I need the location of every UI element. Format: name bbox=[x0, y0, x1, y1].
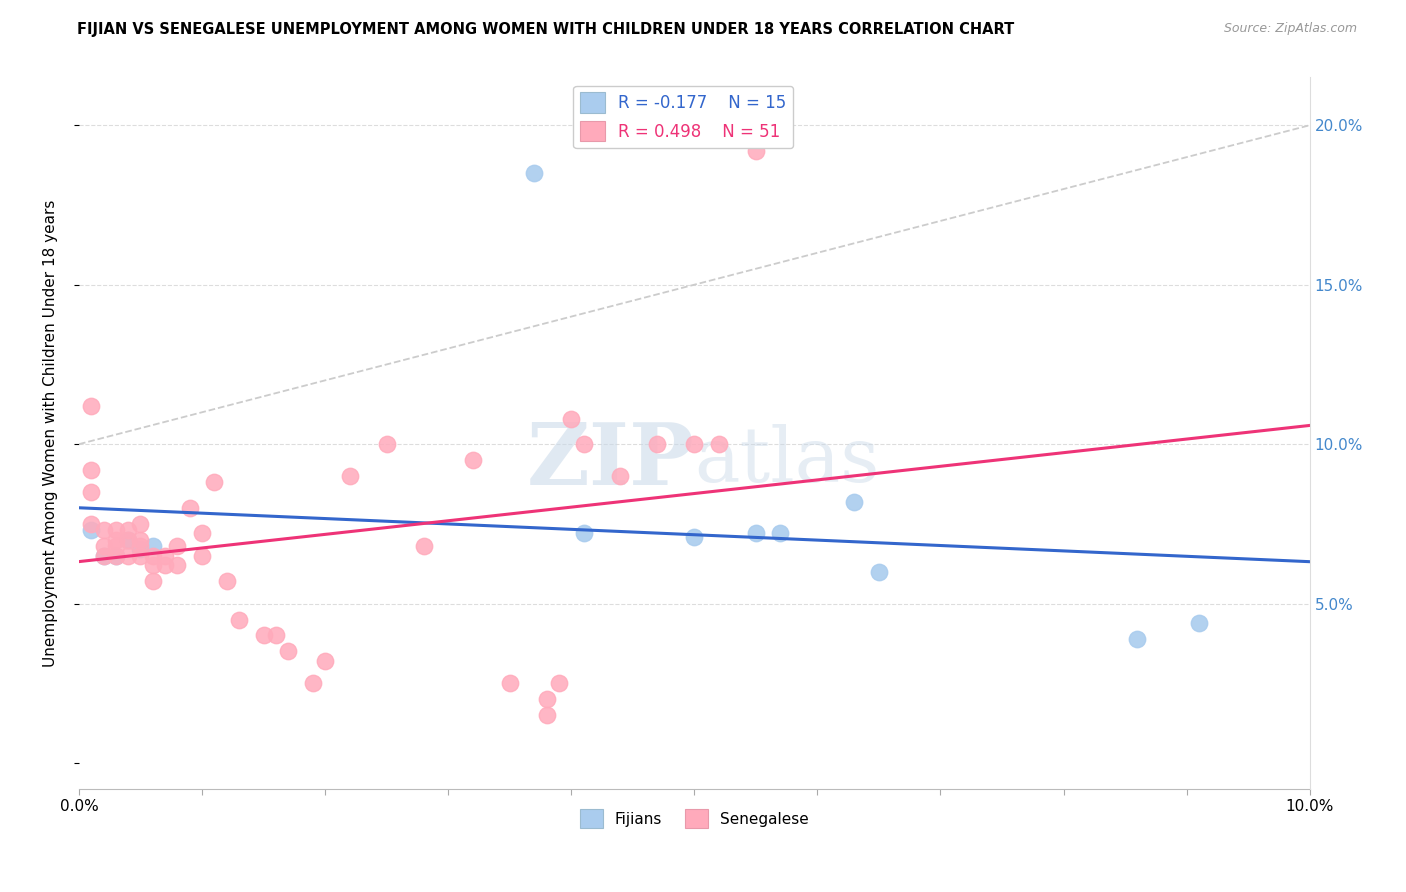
Point bbox=[117, 549, 139, 563]
Point bbox=[166, 539, 188, 553]
Point bbox=[117, 533, 139, 547]
Point bbox=[536, 708, 558, 723]
Y-axis label: Unemployment Among Women with Children Under 18 years: Unemployment Among Women with Children U… bbox=[44, 199, 58, 666]
Point bbox=[769, 526, 792, 541]
Point bbox=[129, 549, 152, 563]
Point bbox=[104, 523, 127, 537]
Point bbox=[117, 523, 139, 537]
Point bbox=[80, 399, 103, 413]
Point bbox=[844, 494, 866, 508]
Point bbox=[166, 558, 188, 573]
Point bbox=[252, 628, 274, 642]
Text: FIJIAN VS SENEGALESE UNEMPLOYMENT AMONG WOMEN WITH CHILDREN UNDER 18 YEARS CORRE: FIJIAN VS SENEGALESE UNEMPLOYMENT AMONG … bbox=[77, 22, 1015, 37]
Point bbox=[142, 558, 165, 573]
Point bbox=[536, 692, 558, 706]
Point bbox=[647, 437, 669, 451]
Point bbox=[264, 628, 287, 642]
Point bbox=[142, 539, 165, 553]
Point bbox=[117, 533, 139, 547]
Point bbox=[745, 144, 768, 158]
Point bbox=[707, 437, 730, 451]
Point bbox=[375, 437, 398, 451]
Point bbox=[523, 166, 546, 180]
Point bbox=[560, 411, 582, 425]
Point bbox=[191, 549, 214, 563]
Point bbox=[683, 530, 706, 544]
Point bbox=[548, 676, 571, 690]
Point bbox=[277, 644, 299, 658]
Point bbox=[228, 613, 250, 627]
Point bbox=[461, 453, 484, 467]
Point bbox=[129, 539, 152, 553]
Point bbox=[412, 539, 434, 553]
Point bbox=[153, 558, 176, 573]
Point bbox=[868, 565, 890, 579]
Point bbox=[104, 539, 127, 553]
Point bbox=[142, 574, 165, 589]
Point bbox=[129, 542, 152, 557]
Point bbox=[104, 533, 127, 547]
Point bbox=[179, 500, 201, 515]
Point bbox=[93, 549, 115, 563]
Point bbox=[142, 549, 165, 563]
Point bbox=[339, 469, 361, 483]
Legend: Fijians, Senegalese: Fijians, Senegalese bbox=[574, 804, 815, 834]
Point bbox=[104, 549, 127, 563]
Point bbox=[202, 475, 225, 490]
Point bbox=[80, 516, 103, 531]
Point bbox=[80, 523, 103, 537]
Point bbox=[499, 676, 522, 690]
Point bbox=[609, 469, 631, 483]
Point bbox=[80, 485, 103, 500]
Point bbox=[191, 526, 214, 541]
Point bbox=[80, 463, 103, 477]
Point bbox=[104, 549, 127, 563]
Text: Source: ZipAtlas.com: Source: ZipAtlas.com bbox=[1223, 22, 1357, 36]
Point bbox=[93, 539, 115, 553]
Point bbox=[129, 533, 152, 547]
Point bbox=[153, 549, 176, 563]
Text: ZIP: ZIP bbox=[527, 419, 695, 503]
Point bbox=[1126, 632, 1149, 646]
Point bbox=[314, 654, 336, 668]
Point bbox=[572, 437, 595, 451]
Point bbox=[93, 523, 115, 537]
Point bbox=[683, 437, 706, 451]
Point bbox=[1188, 615, 1211, 630]
Point bbox=[129, 516, 152, 531]
Point bbox=[572, 526, 595, 541]
Point bbox=[745, 526, 768, 541]
Text: atlas: atlas bbox=[695, 425, 880, 499]
Point bbox=[301, 676, 323, 690]
Point bbox=[215, 574, 238, 589]
Point bbox=[93, 549, 115, 563]
